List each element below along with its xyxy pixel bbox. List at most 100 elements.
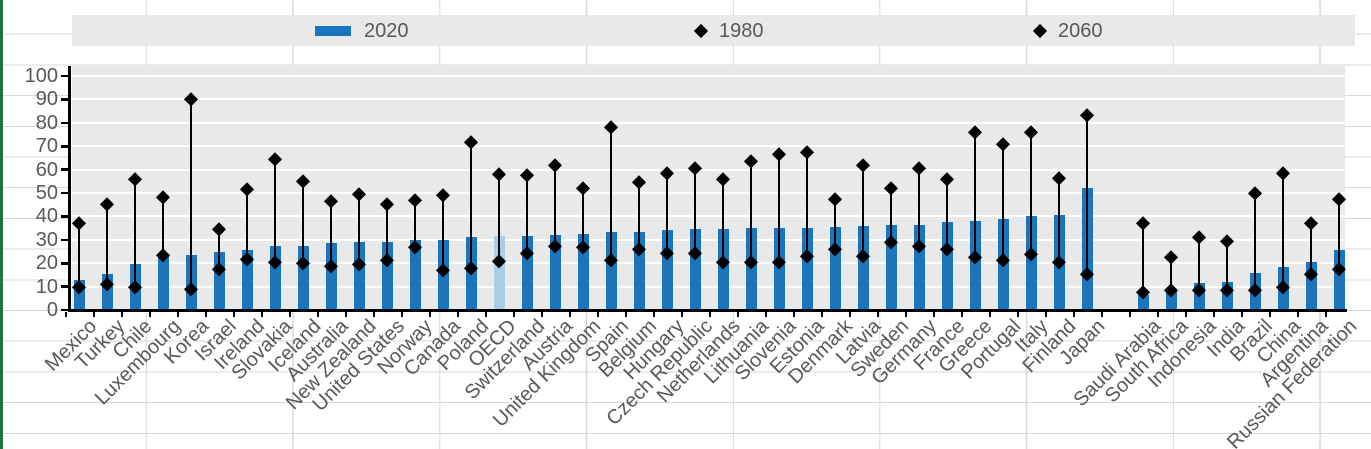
x-axis-tick (401, 311, 403, 317)
x-axis-line (68, 308, 1347, 312)
range-line-turkey (106, 203, 108, 285)
range-line-latvia (862, 164, 864, 257)
range-line-france (946, 178, 948, 250)
bar-2020-saudi-arabia (1137, 294, 1149, 310)
range-line-united-kingdom (582, 188, 584, 247)
range-line-new-zealand (358, 194, 360, 265)
y-axis-label: 80 (35, 111, 58, 134)
bar-2020-hungary (661, 230, 673, 310)
y-axis-label: 0 (46, 299, 58, 321)
range-line-austria (554, 164, 556, 246)
plot-area (72, 66, 1345, 311)
x-axis-tick (261, 311, 263, 317)
x-axis-tick (989, 311, 991, 317)
x-axis-tick (1129, 311, 1131, 317)
range-line-korea (190, 99, 192, 289)
bar-2020-israel (213, 251, 225, 310)
range-line-estonia (806, 152, 808, 257)
range-line-oecd (498, 174, 500, 261)
range-line-indonesia (1198, 237, 1200, 291)
range-line-luxembourg (162, 196, 164, 255)
y-axis-tick (61, 238, 69, 242)
bar-2020-united-kingdom (577, 233, 589, 310)
x-axis-tick (597, 311, 599, 317)
range-line-slovenia (778, 154, 780, 262)
range-line-italy (1030, 132, 1032, 254)
y-axis-tick (61, 145, 69, 148)
bar-2020-mexico (73, 279, 85, 310)
x-axis-tick (793, 311, 795, 317)
gridline-90 (72, 98, 1345, 101)
range-line-greece (974, 132, 976, 258)
bar-2020-slovakia (269, 245, 281, 310)
gridline-80 (72, 121, 1345, 124)
x-axis-tick (513, 311, 515, 317)
range-line-canada (442, 195, 444, 271)
bar-2020-ireland (241, 250, 253, 310)
range-line-netherlands (722, 178, 724, 263)
range-line-argentina (1310, 223, 1312, 274)
y-axis-label: 10 (35, 275, 58, 298)
bar-2020-netherlands (717, 229, 729, 310)
x-axis-tick (681, 311, 683, 317)
range-line-spain (610, 127, 612, 260)
y-axis-line (68, 66, 71, 311)
y-axis-tick (61, 98, 69, 101)
x-axis-tick (177, 311, 179, 317)
y-axis-label: 30 (35, 228, 58, 251)
range-line-slovakia (274, 159, 276, 263)
range-line-denmark (834, 198, 836, 250)
x-axis-tick (205, 311, 207, 317)
range-line-south-africa (1170, 257, 1172, 291)
bar-2020-norway (409, 239, 421, 310)
y-axis-label: 60 (35, 158, 58, 181)
bar-2020-france (941, 222, 953, 310)
bar-2020-greece (969, 221, 981, 310)
legend-label: 2020 (364, 19, 409, 42)
y-axis-tick (61, 121, 69, 125)
x-axis-tick (877, 311, 879, 317)
range-line-switzerland (526, 175, 528, 253)
chart-legend: 2020 1980 2060 (72, 15, 1355, 46)
x-axis-tick (1213, 311, 1215, 317)
y-axis-tick (61, 168, 69, 171)
x-axis-tick (1269, 311, 1271, 317)
y-axis-label: 90 (35, 88, 58, 111)
bar-2020-slovenia (773, 228, 785, 310)
bar-2020-switzerland (521, 236, 533, 310)
bar-2020-latvia (857, 225, 869, 310)
range-line-finland (1058, 177, 1060, 263)
x-axis-tick (541, 311, 543, 317)
y-axis-tick (61, 308, 69, 312)
gridline-40 (72, 215, 1345, 218)
gridline-50 (72, 192, 1345, 194)
gridline-70 (72, 145, 1345, 148)
bar-2020-belgium (633, 231, 645, 310)
bar-2020-luxembourg (157, 253, 169, 310)
x-axis-tick (765, 311, 767, 317)
bar-2020-sweden (885, 224, 897, 310)
bar-2020-germany (913, 224, 925, 310)
range-line-mexico (78, 223, 80, 287)
x-axis-tick (905, 311, 907, 317)
range-line-iceland (302, 181, 304, 264)
bar-2020-spain (605, 231, 617, 310)
bar-2020-argentina (1305, 262, 1317, 310)
bar-2020-australia (325, 243, 337, 310)
range-line-germany (918, 168, 920, 246)
x-axis-tick (233, 311, 235, 317)
x-axis-tick (961, 311, 963, 317)
bar-2020-new-zealand (353, 242, 365, 310)
range-line-belgium (638, 182, 640, 250)
x-axis-tick (821, 311, 823, 317)
y-axis-label: 100 (24, 65, 58, 87)
x-axis-tick (1017, 311, 1019, 317)
x-axis-tick (373, 311, 375, 317)
x-axis-tick (737, 311, 739, 317)
legend-label: 1980 (719, 19, 764, 42)
legend-diamond-icon (693, 23, 709, 38)
x-axis-tick (93, 311, 95, 317)
legend-item-2060: 2060 (1032, 15, 1103, 46)
x-axis-tick (1157, 311, 1159, 317)
legend-label: 2060 (1058, 19, 1103, 42)
